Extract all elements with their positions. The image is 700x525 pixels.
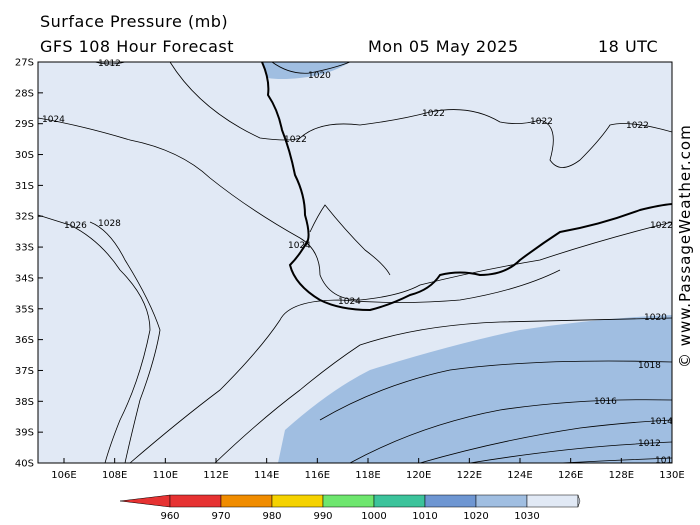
isobar-1026	[37, 214, 151, 464]
isobar-1020	[214, 317, 673, 464]
lat-tick-label: 28S	[15, 88, 34, 99]
coastline	[261, 61, 673, 312]
legend-arrow-right	[577, 494, 581, 508]
isobar-lines	[37, 61, 673, 464]
forecast-subtitle: GFS 108 Hour Forecast	[40, 37, 235, 56]
lon-tick-label: 112E	[203, 470, 228, 481]
legend-label: 980	[262, 511, 281, 522]
isobar-label: 1022	[422, 109, 445, 119]
legend-swatch	[373, 494, 426, 508]
lon-tick-label: 118E	[355, 470, 380, 481]
lat-tick-label: 37S	[15, 366, 34, 377]
isobar-1022-south	[129, 269, 561, 464]
isobar-label: 1028	[98, 219, 121, 229]
isobar-label: 1020	[308, 71, 331, 81]
legend-label: 970	[211, 511, 230, 522]
forecast-date: Mon 05 May 2025	[368, 37, 519, 56]
isobar-1016	[349, 399, 673, 464]
isobar-1024	[37, 117, 673, 301]
lat-tick-label: 39S	[15, 428, 34, 439]
lon-tick-label: 128E	[609, 470, 634, 481]
legend-label: 1030	[514, 511, 539, 522]
legend-label: 1010	[412, 511, 437, 522]
isobar-label: 1020	[644, 313, 667, 323]
isobar-label: 1024	[338, 297, 361, 307]
lon-tick-label: 124E	[507, 470, 532, 481]
isobar-1018	[319, 360, 673, 421]
isobar-label: 1024	[288, 241, 311, 251]
isobar-label: 1012	[98, 59, 121, 69]
isobar-1014	[419, 419, 673, 464]
legend-label: 960	[160, 511, 179, 522]
credit-watermark: © www.PassageWeather.com	[676, 124, 694, 368]
lat-tick-label: 33S	[15, 243, 34, 254]
legend-swatch	[526, 494, 579, 508]
pressure-zone-1010-south	[278, 315, 672, 463]
pressure-legend: 960 970 980 990 1000 1010 1020 1030	[119, 494, 581, 522]
lon-tick-label: 116E	[305, 470, 330, 481]
lat-tick-label: 35S	[15, 304, 34, 315]
legend-label: 1000	[361, 511, 386, 522]
legend-swatch	[220, 494, 273, 508]
lon-tick-label: 106E	[51, 470, 76, 481]
lon-tick-label: 122E	[457, 470, 482, 481]
isobar-1010	[559, 457, 673, 464]
lat-tick-label: 30S	[15, 150, 34, 161]
isobar-label: 1026	[64, 221, 87, 231]
isobar-1022-east	[539, 119, 673, 168]
isobar-label: 1022	[284, 135, 307, 145]
legend-swatch	[169, 494, 222, 508]
lon-tick-label: 120E	[406, 470, 431, 481]
legend-swatch	[271, 494, 324, 508]
legend-arrow-left	[119, 494, 171, 508]
lon-tick-label: 108E	[102, 470, 127, 481]
lon-tick-label: 126E	[558, 470, 583, 481]
isobar-label: 1018	[638, 361, 661, 371]
isobar-label: 1016	[594, 397, 617, 407]
lat-tick-label: 40S	[15, 459, 34, 470]
latitude-axis: 27S 28S 29S 30S 31S 32S 33S 34S 35S 36S 37S 38S 39S 4…	[15, 58, 43, 470]
lat-tick-label: 36S	[15, 335, 34, 346]
legend-swatch	[475, 494, 528, 508]
isobar-label: 1014	[650, 417, 673, 427]
isobar-label: 1022	[650, 221, 673, 231]
lon-tick-label: 114E	[254, 470, 279, 481]
lon-tick-label: 110E	[153, 470, 178, 481]
legend-label: 1020	[463, 511, 488, 522]
lat-tick-label: 27S	[15, 58, 34, 69]
isobar-label: 101	[655, 456, 672, 466]
lat-tick-label: 29S	[15, 119, 34, 130]
isobar-label: 1024	[42, 115, 65, 125]
lat-tick-label: 31S	[15, 181, 34, 192]
lat-tick-label: 32S	[15, 212, 34, 223]
forecast-time: 18 UTC	[598, 37, 659, 56]
isobar-label: 1012	[638, 439, 661, 449]
isobar-1022-mid	[169, 61, 541, 141]
legend-swatch	[322, 494, 375, 508]
longitude-axis: 106E 108E 110E 112E 114E 116E 118E 120E 122E 124E…	[51, 458, 685, 481]
lat-tick-label: 34S	[15, 273, 34, 284]
legend-label: 990	[313, 511, 332, 522]
lat-tick-label: 38S	[15, 397, 34, 408]
lon-tick-label: 130E	[659, 470, 684, 481]
isobar-1012-top	[94, 61, 126, 65]
isobar-label: 1022	[530, 117, 553, 127]
chart-title: Surface Pressure (mb)	[40, 12, 229, 31]
isobar-1026-inner	[89, 221, 161, 464]
map-frame	[37, 61, 673, 464]
legend-swatch	[424, 494, 477, 508]
isobar-1012	[469, 441, 673, 464]
isobar-label: 1022	[626, 121, 649, 131]
isobar-1020-top	[271, 61, 351, 74]
isobar-labels: 1012 1020 1022 1022 1022 1022 1024 1026 …	[42, 59, 673, 466]
pressure-zone-1010-north	[262, 62, 350, 79]
isobar-1024-gulf	[309, 204, 391, 276]
